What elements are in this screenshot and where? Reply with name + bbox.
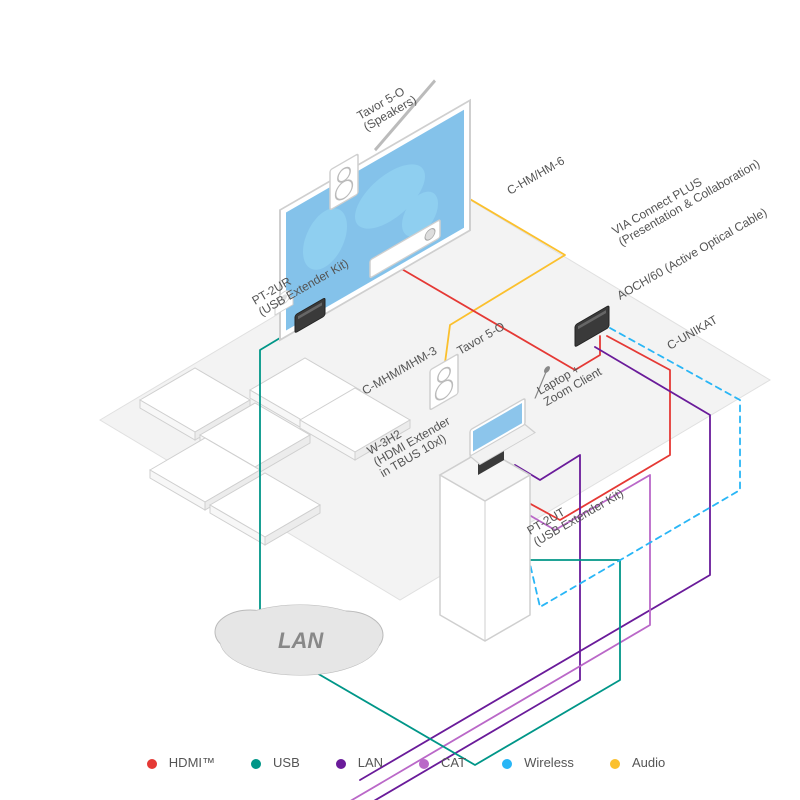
legend-wireless: Wireless [490,755,574,770]
lectern [440,444,530,641]
legend-cat: CAT [407,755,466,770]
legend-hdmi: HDMI™ [135,755,215,770]
legend-usb: USB [239,755,300,770]
lan-label: LAN [278,628,324,653]
svg-text:(Presentation & Collaboration): (Presentation & Collaboration) [616,156,762,249]
legend-audio: Audio [598,755,665,770]
label-chm: C-HM/HM-6 [505,153,568,197]
legend: HDMI™ USB LAN CAT Wireless Audio [0,755,800,770]
label-tavor-top: Tavor 5-O(Speakers) [355,81,419,134]
legend-lan: LAN [324,755,383,770]
svg-text:C-HM/HM-6: C-HM/HM-6 [505,153,568,197]
